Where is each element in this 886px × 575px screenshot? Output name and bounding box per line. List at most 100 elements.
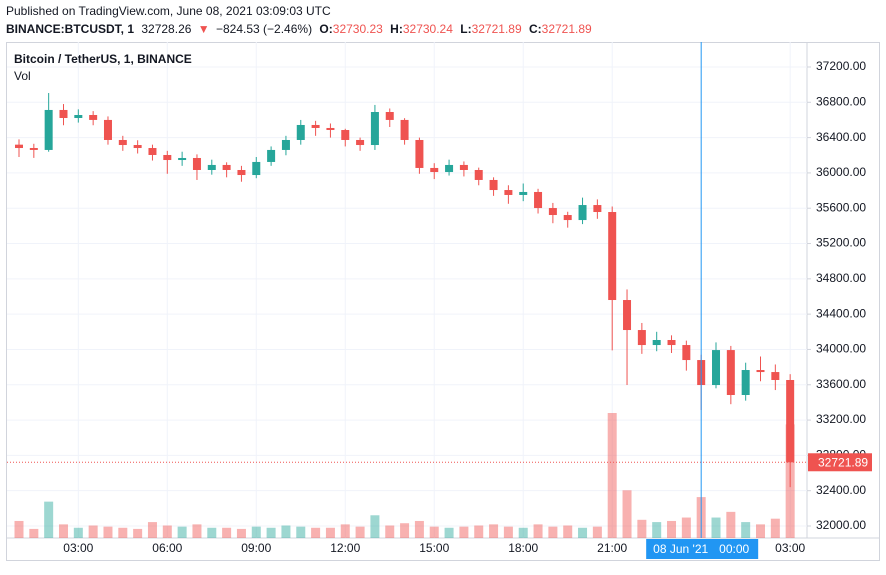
candle-body <box>608 212 617 301</box>
volume-bar <box>192 524 202 538</box>
candle-body <box>252 161 261 176</box>
volume-bar <box>147 522 157 538</box>
volume-bar <box>711 517 721 538</box>
candle-body <box>207 164 216 170</box>
candle-body <box>445 164 454 173</box>
candle-body <box>222 164 231 170</box>
candle-body <box>178 157 187 161</box>
volume-bar <box>73 527 83 538</box>
symbol: BINANCE:BTCUSDT, 1 <box>6 22 134 36</box>
y-tick-label: 36000.00 <box>816 165 866 179</box>
candle-body <box>267 149 276 162</box>
y-tick-label: 36400.00 <box>816 130 866 144</box>
candle-body <box>89 115 98 120</box>
y-tick-label: 33200.00 <box>816 412 866 426</box>
volume-bar <box>667 520 677 538</box>
candle-body <box>311 124 320 128</box>
volume-bar <box>311 527 321 538</box>
y-tick-label: 34000.00 <box>816 342 866 356</box>
volume-bar <box>622 490 632 538</box>
volume-bar <box>770 518 780 538</box>
crosshair-time: 00:00 <box>719 542 749 556</box>
candle-body <box>29 148 38 150</box>
volume-bar <box>592 526 602 538</box>
volume-bar <box>58 524 68 538</box>
candle-body <box>118 139 127 146</box>
candle-body <box>489 179 498 191</box>
candle-body <box>726 350 735 395</box>
candle-body <box>459 164 468 170</box>
price: 32728.26 <box>141 22 191 36</box>
candle-body <box>356 139 365 146</box>
candle-body <box>163 154 172 161</box>
x-tick-label: 15:00 <box>419 541 449 555</box>
candle-body <box>593 205 602 213</box>
volume-bar <box>177 526 187 538</box>
volume-bar <box>652 522 662 538</box>
volume-bar <box>118 527 128 538</box>
volume-bar <box>207 527 217 538</box>
candle-body <box>103 119 112 140</box>
candle-body <box>578 205 587 221</box>
volume-bar <box>533 524 543 538</box>
candle-body <box>667 340 676 346</box>
chart-title: Bitcoin / TetherUS, 1, BINANCE <box>14 52 192 66</box>
volume-bar <box>340 524 350 538</box>
volume-bar <box>325 527 335 538</box>
candle-body <box>430 167 439 173</box>
volume-bar <box>414 520 424 538</box>
candle-body <box>563 215 572 221</box>
x-tick-label: 09:00 <box>241 541 271 555</box>
x-tick-label: 18:00 <box>508 541 538 555</box>
legend-line: BINANCE:BTCUSDT, 1 32728.26 ▼ −824.53 (−… <box>6 22 592 36</box>
candle-body <box>44 109 53 150</box>
candle-body <box>712 350 721 386</box>
volume-bar <box>459 526 469 538</box>
last-price-label: 32721.89 <box>818 455 868 469</box>
candle-body <box>59 109 68 119</box>
candle-body <box>74 115 83 119</box>
candle-body <box>192 157 201 170</box>
candle-body <box>385 111 394 120</box>
volume-bar <box>548 526 558 538</box>
change: −824.53 (−2.46%) <box>216 22 312 36</box>
candle-body <box>771 372 780 380</box>
y-tick-label: 32400.00 <box>816 483 866 497</box>
candle-body <box>133 145 142 149</box>
chart-frame <box>6 42 880 561</box>
volume-bar <box>236 528 246 538</box>
x-tick-label: 21:00 <box>597 541 627 555</box>
volume-bar <box>563 525 573 538</box>
y-tick-label: 35600.00 <box>816 200 866 214</box>
volume-bar <box>266 527 276 538</box>
y-tick-label: 32000.00 <box>816 518 866 532</box>
candle-body <box>341 130 350 140</box>
candle-body <box>534 191 543 209</box>
candle-body <box>637 330 646 346</box>
candle-body <box>326 127 335 131</box>
volume-bar <box>296 526 306 538</box>
y-tick-label: 37200.00 <box>816 59 866 73</box>
ohlc-value: 32721.89 <box>542 22 592 36</box>
volume-bar <box>385 525 395 538</box>
x-tick-label: 03:00 <box>775 541 805 555</box>
candle-body <box>682 345 691 361</box>
x-tick-label: 06:00 <box>152 541 182 555</box>
candle-body <box>370 111 379 146</box>
x-tick-label: 03:00 <box>63 541 93 555</box>
candle-body <box>519 191 528 195</box>
volume-bar <box>741 522 751 538</box>
volume-bar <box>503 526 513 538</box>
candle-body <box>15 144 23 149</box>
candle-body <box>504 190 513 195</box>
x-tick-label: 12:00 <box>330 541 360 555</box>
candle-body <box>237 169 246 176</box>
last-price-box <box>808 453 872 472</box>
volume-bar <box>103 526 113 538</box>
volume-bar <box>429 526 439 538</box>
candle-body <box>474 169 483 180</box>
crosshair-box <box>646 539 759 559</box>
ohlc-label: O: <box>319 22 332 36</box>
volume-bar <box>14 520 24 538</box>
